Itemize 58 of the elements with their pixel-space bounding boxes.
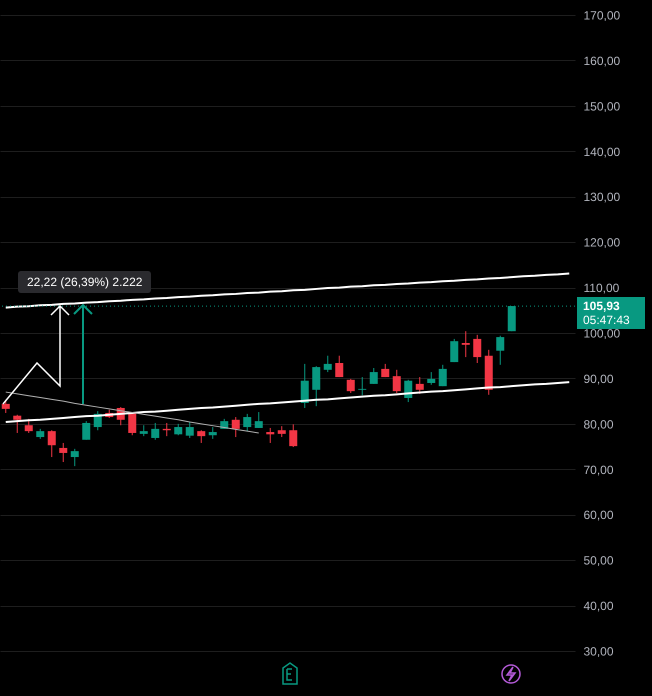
y-tick-label: 100,00 (584, 326, 621, 341)
y-tick-label: 50,00 (584, 554, 614, 568)
candlestick (289, 424, 298, 448)
candlestick (404, 379, 412, 403)
candlestick (462, 330, 470, 358)
y-tick-label: 40,00 (584, 599, 614, 614)
candlestick (208, 426, 217, 440)
y-tick-label: 60,00 (584, 508, 614, 522)
ref-line-label: 105,93 (577, 297, 645, 314)
candlestick (186, 422, 194, 438)
text: 05:47:43 (577, 313, 645, 330)
candlestick (48, 430, 56, 458)
candlestick (197, 430, 206, 444)
candlestick (358, 376, 366, 396)
candlestick (450, 338, 458, 363)
candlestick (151, 422, 160, 440)
candlestick (496, 335, 504, 366)
candlestick (254, 412, 263, 428)
y-tick-label: 80,00 (584, 417, 614, 432)
candlestick (312, 366, 320, 407)
line-series (5, 392, 260, 434)
candlestick (36, 428, 44, 440)
candlestick (335, 355, 344, 378)
candlestick (346, 378, 355, 394)
y-tick-label: 30,00 (584, 644, 614, 659)
candlestick (370, 367, 378, 384)
candlestick (70, 448, 79, 467)
y-tick-label: 170,00 (584, 8, 621, 22)
candlestick (427, 372, 436, 386)
candlestick (140, 424, 148, 437)
candlestick (24, 418, 33, 434)
y-tick-label: 160,00 (584, 54, 621, 68)
candlestick (59, 442, 68, 463)
line-series (4, 272, 570, 309)
candlestick (174, 423, 182, 436)
candlestick (2, 399, 10, 414)
candlestick (128, 412, 136, 436)
candlestick (381, 363, 390, 378)
candlestick (232, 416, 240, 438)
candlestick (324, 355, 332, 373)
candlestick (438, 364, 447, 387)
annotation: 22,22 (26,39%) 2.222 (18, 271, 152, 293)
y-tick-label: 70,00 (584, 462, 614, 477)
y-tick-label: 110,00 (584, 281, 620, 296)
candlestick (243, 413, 252, 432)
candlestick (278, 426, 286, 438)
y-tick-label: 140,00 (584, 144, 621, 159)
y-tick-label: 130,00 (584, 190, 621, 204)
candlestick (82, 420, 90, 440)
y-tick-label: 150,00 (584, 99, 621, 114)
candlestick (266, 427, 274, 444)
candlestick (473, 334, 482, 364)
candlestick (13, 414, 22, 434)
y-tick-label: 90,00 (584, 372, 614, 386)
candlestick (392, 369, 401, 394)
y-tick-label: 120,00 (584, 236, 621, 250)
candlestick (300, 363, 309, 408)
candlestick (416, 376, 424, 394)
